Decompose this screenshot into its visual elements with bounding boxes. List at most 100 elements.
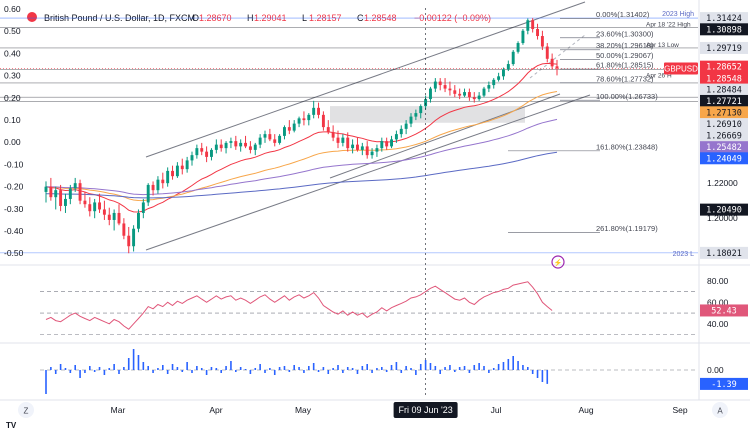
candle-body-47[interactable] — [273, 139, 277, 143]
candle-body-81[interactable] — [438, 81, 442, 86]
candle-body-74[interactable] — [404, 123, 408, 129]
candle-body-72[interactable] — [394, 134, 398, 140]
candle-body-56[interactable] — [317, 107, 320, 115]
candle-body-77[interactable] — [419, 106, 423, 114]
candle-body-45[interactable] — [263, 134, 267, 138]
candle-body-24[interactable] — [161, 179, 165, 184]
candle-body-12[interactable] — [102, 209, 106, 215]
candle-body-87[interactable] — [467, 92, 471, 98]
candle-body-70[interactable] — [385, 141, 389, 147]
candle-body-62[interactable] — [346, 137, 350, 149]
candle-body-58[interactable] — [326, 127, 330, 133]
candle-body-94[interactable] — [502, 69, 505, 77]
candle-body-93[interactable] — [497, 76, 501, 80]
candle-body-7[interactable] — [78, 183, 82, 201]
candle-body-100[interactable] — [531, 20, 535, 30]
candle-body-10[interactable] — [93, 202, 97, 212]
candle-body-22[interactable] — [151, 184, 155, 191]
candle-body-55[interactable] — [312, 107, 316, 115]
candle-body-34[interactable] — [210, 149, 213, 157]
candle-body-1[interactable] — [49, 186, 53, 198]
candle-body-25[interactable] — [166, 170, 170, 184]
candle-body-88[interactable] — [472, 97, 476, 100]
lightning-icon[interactable] — [551, 255, 565, 269]
candle-body-63[interactable] — [351, 144, 355, 149]
candle-body-3[interactable] — [59, 190, 63, 206]
candle-body-53[interactable] — [302, 118, 306, 121]
candle-body-89[interactable] — [477, 95, 481, 100]
candle-body-76[interactable] — [414, 113, 418, 117]
candle-body-49[interactable] — [283, 127, 286, 136]
candle-body-44[interactable] — [258, 137, 262, 145]
candle-body-40[interactable] — [239, 142, 243, 147]
candle-body-51[interactable] — [292, 123, 296, 131]
candle-body-19[interactable] — [137, 212, 140, 229]
candle-body-75[interactable] — [409, 116, 413, 124]
candle-body-85[interactable] — [458, 93, 462, 96]
candle-body-0[interactable] — [44, 186, 48, 192]
candle-body-37[interactable] — [224, 142, 228, 149]
candle-body-71[interactable] — [390, 139, 393, 147]
candle-body-17[interactable] — [127, 235, 131, 247]
candle-body-99[interactable] — [526, 20, 530, 31]
candle-body-11[interactable] — [98, 202, 101, 210]
candle-body-38[interactable] — [229, 141, 233, 143]
candle-body-9[interactable] — [88, 204, 92, 212]
candle-body-73[interactable] — [399, 128, 403, 135]
candle-body-68[interactable] — [375, 148, 379, 152]
candle-body-80[interactable] — [433, 81, 437, 89]
candle-body-16[interactable] — [122, 223, 126, 236]
candle-body-84[interactable] — [453, 90, 457, 94]
candle-body-59[interactable] — [331, 132, 335, 138]
candle-body-61[interactable] — [341, 137, 345, 143]
candle-body-27[interactable] — [175, 165, 179, 177]
auto-scale-button[interactable] — [712, 402, 728, 418]
candle-body-64[interactable] — [356, 144, 359, 150]
candle-body-13[interactable] — [107, 214, 111, 220]
candle-body-15[interactable] — [117, 212, 121, 224]
candle-body-79[interactable] — [429, 88, 432, 100]
candle-body-42[interactable] — [248, 146, 252, 150]
candle-body-69[interactable] — [380, 141, 384, 149]
candle-body-30[interactable] — [190, 155, 194, 161]
candle-body-46[interactable] — [268, 134, 272, 140]
candle-body-52[interactable] — [297, 118, 301, 124]
candle-body-101[interactable] — [536, 29, 539, 37]
candle-body-78[interactable] — [424, 99, 428, 107]
candle-body-4[interactable] — [64, 198, 67, 206]
candle-body-32[interactable] — [200, 148, 204, 152]
candle-body-57[interactable] — [321, 114, 325, 128]
candle-body-35[interactable] — [214, 144, 218, 150]
candle-body-20[interactable] — [141, 202, 145, 213]
candle-body-86[interactable] — [463, 92, 466, 96]
candle-body-28[interactable] — [180, 165, 184, 170]
candle-body-36[interactable] — [219, 144, 223, 149]
candle-body-54[interactable] — [307, 114, 311, 121]
candle-body-92[interactable] — [492, 79, 496, 86]
candle-body-98[interactable] — [521, 30, 525, 44]
candle-body-83[interactable] — [448, 88, 452, 91]
candle-body-2[interactable] — [54, 190, 58, 198]
candle-body-95[interactable] — [506, 64, 510, 70]
candle-body-43[interactable] — [253, 144, 257, 150]
candle-body-8[interactable] — [83, 200, 87, 205]
candle-body-66[interactable] — [365, 146, 369, 156]
candle-body-31[interactable] — [195, 148, 199, 156]
candle-body-33[interactable] — [205, 151, 209, 157]
candle-body-104[interactable] — [550, 58, 554, 67]
candle-body-18[interactable] — [132, 228, 136, 247]
candle-body-23[interactable] — [156, 179, 160, 191]
candle-body-105[interactable] — [555, 66, 559, 69]
candle-body-50[interactable] — [287, 127, 291, 131]
candle-body-29[interactable] — [185, 160, 189, 170]
candle-body-96[interactable] — [511, 51, 515, 65]
candle-body-5[interactable] — [68, 188, 72, 199]
candle-body-90[interactable] — [482, 88, 486, 96]
candle-body-41[interactable] — [244, 142, 247, 147]
timezone-z-button[interactable] — [18, 402, 34, 418]
candle-body-67[interactable] — [370, 151, 374, 156]
candle-body-21[interactable] — [146, 184, 150, 203]
candle-body-6[interactable] — [73, 183, 77, 189]
candle-body-14[interactable] — [112, 212, 116, 220]
